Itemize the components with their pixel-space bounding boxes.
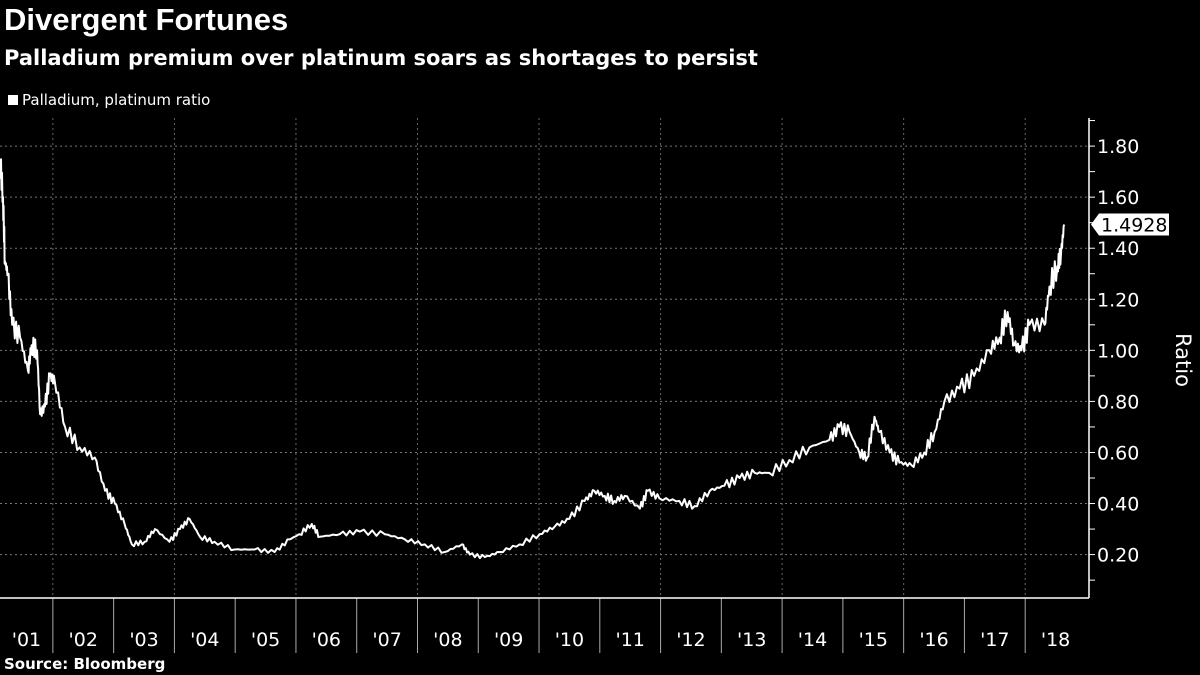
x-tick-label: '07 [372, 629, 401, 651]
series-line [0, 158, 1066, 560]
legend-swatch [8, 95, 18, 105]
y-tick-label: 0.40 [1097, 494, 1139, 516]
x-tick-label: '11 [615, 629, 644, 651]
x-tick-label: '02 [69, 629, 98, 651]
x-tick-label: '14 [798, 629, 827, 651]
x-tick-label: '12 [676, 629, 705, 651]
x-tick-label: '08 [433, 629, 462, 651]
y-tick-label: 1.80 [1097, 136, 1139, 158]
y-axis-label: Ratio [1171, 333, 1195, 387]
x-tick-label: '09 [494, 629, 523, 651]
legend-label: Palladium, platinum ratio [22, 91, 211, 109]
last-value-callout [1091, 213, 1169, 236]
y-tick-label: 0.20 [1097, 545, 1139, 567]
legend: Palladium, platinum ratio [8, 91, 210, 109]
y-tick-label: 1.60 [1097, 187, 1139, 209]
last-value-label: 1.4928 [1101, 215, 1167, 237]
x-tick-label: '03 [129, 629, 158, 651]
source-note: Source: Bloomberg [4, 655, 166, 673]
x-tick-label: '15 [859, 629, 888, 651]
x-tick-label: '18 [1041, 629, 1070, 651]
x-tick-label: '04 [190, 629, 219, 651]
x-tick-label: '13 [737, 629, 766, 651]
x-tick-label: '17 [980, 629, 1009, 651]
x-tick-label: '01 [12, 629, 41, 651]
y-tick-label: 1.20 [1097, 289, 1139, 311]
y-tick-label: 1.40 [1097, 238, 1139, 260]
y-tick-label: 0.80 [1097, 391, 1139, 413]
x-tick-label: '10 [555, 629, 584, 651]
x-tick-label: '16 [919, 629, 948, 651]
x-tick-label: '05 [251, 629, 280, 651]
y-tick-label: 0.60 [1097, 442, 1139, 464]
chart-title: Divergent Fortunes [4, 2, 289, 37]
y-tick-label: 1.00 [1097, 340, 1139, 362]
chart-subtitle: Palladium premium over platinum soars as… [4, 46, 758, 70]
x-tick-label: '06 [312, 629, 341, 651]
